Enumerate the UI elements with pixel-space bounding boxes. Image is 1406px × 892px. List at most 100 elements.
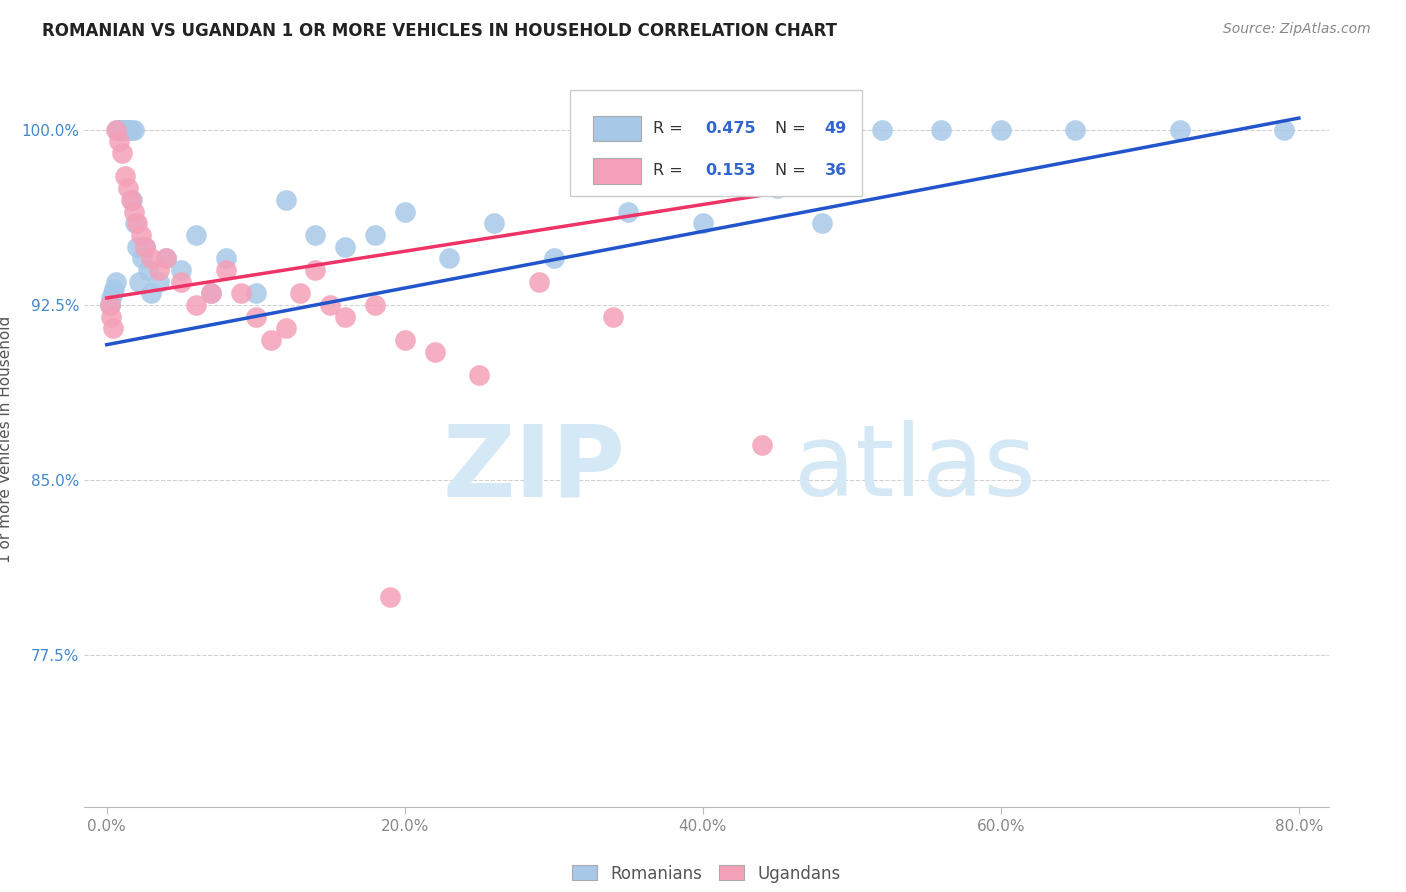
Point [104,122,127,136]
Text: ZIP: ZIP [443,420,626,517]
Point [155,252,177,266]
Point [184,227,207,242]
Point [121,193,143,207]
Point [131,252,153,266]
Text: Source: ZipAtlas.com: Source: ZipAtlas.com [1223,22,1371,37]
Point [122,122,145,136]
Point [394,204,416,219]
Text: 0.475: 0.475 [706,120,756,136]
Point [259,333,281,347]
Text: atlas: atlas [793,420,1035,517]
Point [274,321,297,335]
Text: 49: 49 [825,120,846,136]
Point [482,216,505,230]
Point [1272,122,1295,136]
Point [170,275,193,289]
Point [101,286,124,301]
Point [141,252,163,266]
Point [170,263,193,277]
Point [929,122,952,136]
Bar [593,116,641,141]
Point [100,310,122,324]
Point [141,286,163,301]
Point [304,263,326,277]
Point [333,310,356,324]
Point [107,122,129,136]
Point [120,193,142,207]
Text: N =: N = [775,163,811,178]
Point [129,227,152,242]
Point [148,263,170,277]
Point [319,298,342,312]
Point [100,291,122,305]
Text: R =: R = [652,120,688,136]
Point [105,122,128,136]
Point [229,286,252,301]
Point [118,122,141,136]
Point [98,298,121,312]
Point [870,122,893,136]
Point [112,122,135,136]
Point [104,275,127,289]
Point [134,239,156,253]
Y-axis label: 1 or more Vehicles in Household: 1 or more Vehicles in Household [0,316,13,563]
Point [184,298,207,312]
Point [378,590,401,604]
Point [117,122,139,136]
Point [617,204,640,219]
Point [125,239,148,253]
Text: N =: N = [775,120,811,136]
Point [108,122,131,136]
Point [134,239,156,253]
Point [602,310,624,324]
Point [120,122,142,136]
Point [125,216,148,230]
Point [215,252,238,266]
Point [527,275,550,289]
Point [215,263,238,277]
Point [98,298,121,312]
Point [423,344,446,359]
Point [751,438,773,452]
Bar [593,159,641,184]
Point [274,193,297,207]
Point [117,181,139,195]
Point [101,321,124,335]
Point [692,216,714,230]
Point [245,310,267,324]
Point [468,368,491,382]
Point [394,333,416,347]
Text: ROMANIAN VS UGANDAN 1 OR MORE VEHICLES IN HOUSEHOLD CORRELATION CHART: ROMANIAN VS UGANDAN 1 OR MORE VEHICLES I… [42,22,837,40]
Point [1168,122,1191,136]
Point [148,275,170,289]
Text: 0.153: 0.153 [706,163,756,178]
Point [1064,122,1087,136]
Point [107,135,129,149]
Text: 36: 36 [825,163,846,178]
Point [138,263,160,277]
Point [128,275,150,289]
Point [200,286,222,301]
Point [103,282,125,296]
Point [200,286,222,301]
Point [115,122,138,136]
FancyBboxPatch shape [569,90,862,196]
Point [245,286,267,301]
Point [110,146,132,161]
Text: R =: R = [652,163,688,178]
Point [114,169,136,184]
Point [114,122,136,136]
Point [333,239,356,253]
Point [364,298,387,312]
Point [766,181,789,195]
Point [811,216,834,230]
Point [155,252,177,266]
Legend: Romanians, Ugandans: Romanians, Ugandans [564,856,849,891]
Point [439,252,461,266]
Point [304,227,326,242]
Point [990,122,1012,136]
Point [124,216,146,230]
Point [122,204,145,219]
Point [110,122,132,136]
Point [364,227,387,242]
